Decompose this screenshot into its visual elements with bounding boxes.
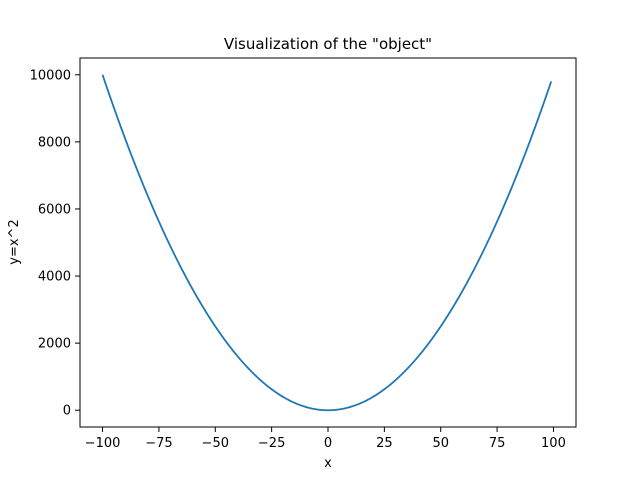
x-tick-label: −50 (202, 436, 229, 451)
x-tick-label: 0 (324, 436, 332, 451)
x-tick-label: 75 (489, 436, 506, 451)
y-tick-label: 0 (63, 404, 71, 419)
chart-title: Visualization of the "object" (224, 35, 432, 53)
y-axis-ticks: 0 2000 4000 6000 8000 10000 (30, 68, 80, 419)
y-axis-label: y=x^2 (7, 219, 22, 264)
x-tick-label: −25 (258, 436, 285, 451)
y-tick-label: 10000 (30, 68, 71, 83)
x-tick-label: −100 (85, 436, 121, 451)
y-tick-label: 8000 (38, 135, 71, 150)
x-tick-label: 50 (432, 436, 449, 451)
x-axis-label: x (324, 456, 332, 471)
y-tick-label: 2000 (38, 337, 71, 352)
x-tick-label: 100 (541, 436, 566, 451)
x-axis-ticks: −100 −75 −50 −25 0 25 50 75 100 (85, 427, 566, 451)
x-tick-label: 25 (376, 436, 393, 451)
x-tick-label: −75 (145, 436, 172, 451)
y-tick-label: 4000 (38, 270, 71, 285)
series-line-y-equals-x-squared (101, 74, 553, 412)
y-tick-label: 6000 (38, 202, 71, 217)
